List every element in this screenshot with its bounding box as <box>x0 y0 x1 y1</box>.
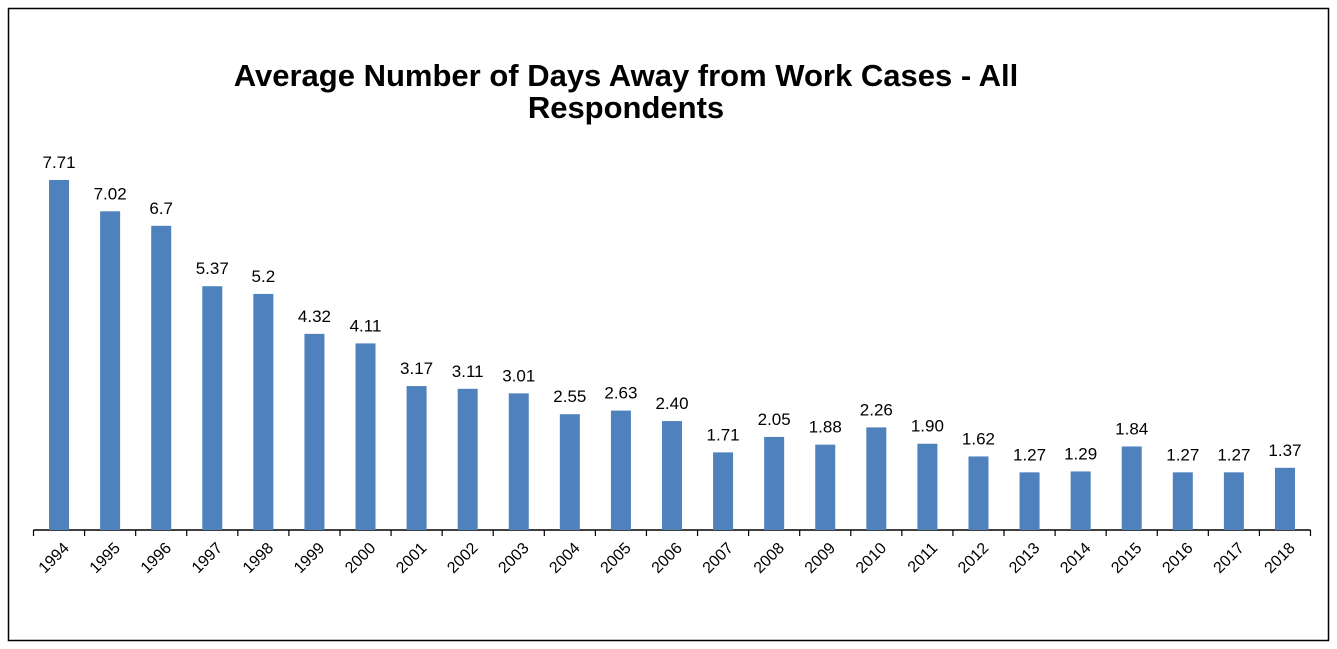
bar <box>355 343 376 530</box>
value-label: 6.7 <box>149 199 173 218</box>
value-label: 3.17 <box>400 359 433 378</box>
value-label: 3.01 <box>502 366 535 385</box>
bar <box>100 211 121 531</box>
bar <box>151 225 172 530</box>
bar <box>662 421 682 530</box>
bar <box>1121 446 1142 530</box>
value-label: 1.62 <box>962 429 995 448</box>
value-label: 4.11 <box>350 316 382 335</box>
bar <box>917 443 938 530</box>
bar <box>764 436 785 530</box>
bar <box>713 452 734 530</box>
value-label: 1.90 <box>911 417 944 436</box>
bar <box>866 427 887 530</box>
value-label: 1.27 <box>1013 445 1046 464</box>
bar <box>1172 472 1193 530</box>
bar <box>49 179 70 530</box>
bar <box>202 286 223 530</box>
value-label: 2.40 <box>655 394 688 413</box>
value-label: 1.37 <box>1268 441 1301 460</box>
bar <box>457 388 478 530</box>
bar <box>406 386 427 530</box>
bar <box>1070 471 1091 530</box>
value-label: 1.88 <box>809 418 842 437</box>
bar <box>815 444 836 530</box>
value-label: 1.71 <box>707 425 740 444</box>
value-label: 3.11 <box>452 362 484 381</box>
bar <box>1019 472 1040 530</box>
value-label: 7.71 <box>42 153 75 172</box>
bar <box>1223 472 1244 530</box>
value-label: 7.02 <box>94 184 127 203</box>
value-label: 4.32 <box>298 307 331 326</box>
chart-title: Respondents <box>528 90 724 125</box>
value-label: 1.84 <box>1115 419 1148 438</box>
value-label: 1.29 <box>1064 444 1097 463</box>
chart-title: Average Number of Days Away from Work Ca… <box>234 58 1018 93</box>
value-label: 5.2 <box>252 267 276 286</box>
bar <box>610 410 631 530</box>
value-label: 5.37 <box>196 259 229 278</box>
bar <box>968 456 989 530</box>
bar <box>1274 467 1295 530</box>
value-label: 1.27 <box>1217 445 1250 464</box>
value-label: 2.55 <box>553 387 586 406</box>
value-label: 2.63 <box>604 384 637 403</box>
value-label: 2.05 <box>758 410 791 429</box>
bar <box>304 333 325 530</box>
bar <box>508 393 529 530</box>
value-label: 2.26 <box>860 400 893 419</box>
chart-frame <box>7 7 1330 642</box>
value-label: 1.27 <box>1166 445 1199 464</box>
bar <box>559 414 580 530</box>
bar <box>253 293 274 530</box>
